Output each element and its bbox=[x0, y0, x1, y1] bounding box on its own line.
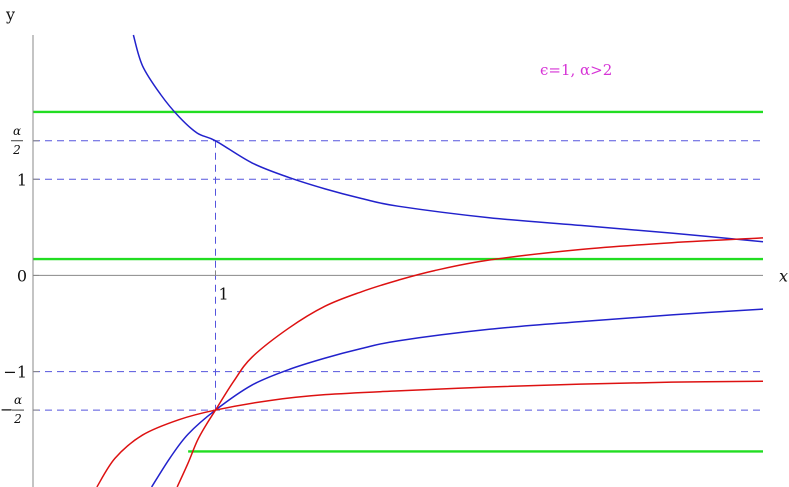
y-tick-label: 0 bbox=[17, 266, 27, 285]
green-lines bbox=[33, 110, 763, 453]
frac-numerator: α bbox=[14, 393, 22, 407]
y-tick-label-alpha-half: α 2 bbox=[11, 124, 23, 157]
red-curve-3 bbox=[176, 237, 764, 487]
y-tick-label-neg-alpha-half: − α 2 bbox=[0, 393, 24, 426]
series-group bbox=[96, 34, 764, 487]
blue-curve-1 bbox=[132, 34, 764, 243]
chart-annotation: ϵ=1, α>2 bbox=[540, 61, 612, 79]
x-axis-label: x bbox=[779, 266, 788, 285]
y-tick-label: −1 bbox=[3, 363, 27, 382]
frac-minus-sign: − bbox=[0, 400, 13, 419]
y-tick-label: 1 bbox=[17, 170, 27, 189]
ticks: 1 0 −1 1 bbox=[3, 140, 229, 411]
red-curve-4 bbox=[96, 380, 764, 487]
frac-denominator: 2 bbox=[13, 412, 22, 426]
blue-curve-2 bbox=[150, 308, 764, 487]
frac-numerator: α bbox=[13, 124, 21, 138]
y-axis-label: y bbox=[5, 5, 15, 24]
x-tick-label: 1 bbox=[219, 284, 229, 303]
frac-denominator: 2 bbox=[12, 143, 21, 157]
